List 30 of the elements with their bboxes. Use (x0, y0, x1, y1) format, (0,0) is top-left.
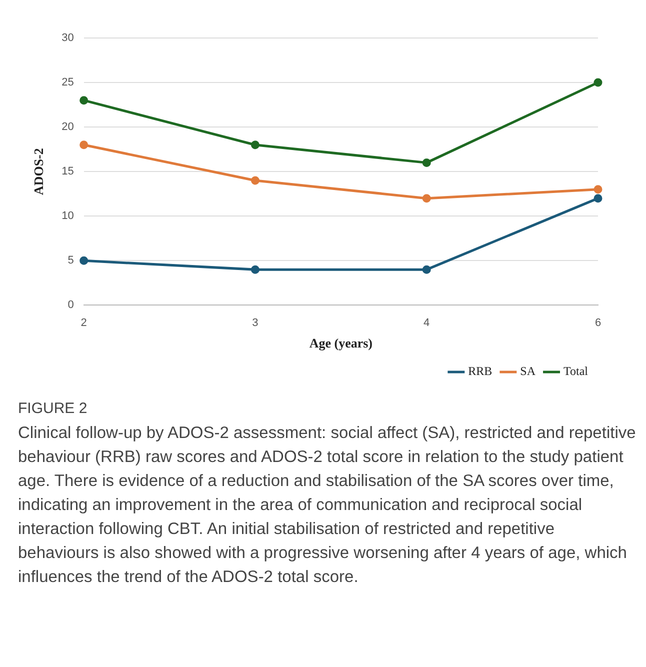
x-tick-label: 2 (80, 316, 87, 329)
point (422, 158, 431, 167)
point (594, 78, 602, 87)
y-axis-title: ADOS-2 (31, 148, 46, 196)
text: Clinical follow-up by ADOS-2 assessment: social affect (SA), restricted and repetitive behaviour (RRB) raw scores and ADOS-2 total score in relation to the study patient age. There is evidence of a reduction and stabilisation of the SA scores over time, indicating an improvement in the area of communication and reciprocal social interaction following CBT. An initial stabilisation of restricted and repetitive behaviours is also showed with a progressive worsening after 4 years of age, which influences the trend of the ADOS-2 total score. (18, 423, 637, 588)
legend-label: Total (564, 364, 589, 378)
point (250, 176, 260, 185)
point (422, 194, 431, 203)
point (594, 185, 602, 194)
y-tick-label: 20 (62, 121, 74, 134)
x-tick-label: 3 (252, 316, 258, 329)
point (80, 256, 88, 265)
legend-label: RRB (468, 364, 492, 378)
y-tick-label: 0 (68, 299, 74, 312)
y-tick-label: 10 (62, 210, 74, 222)
y-tick-label: 5 (68, 254, 74, 267)
x-tick-label: 6 (594, 316, 602, 329)
point (250, 265, 260, 274)
point (594, 194, 602, 203)
x-tick-label: 4 (424, 316, 430, 329)
point (80, 96, 88, 105)
x-axis-title: Age (years) (309, 336, 373, 351)
point (80, 140, 88, 150)
point (250, 140, 260, 150)
y-tick-label: 30 (62, 32, 74, 44)
y-tick-label: 25 (62, 76, 74, 89)
y-tick-label: 15 (62, 166, 74, 178)
legend-label: SA (520, 364, 536, 378)
point (422, 265, 431, 274)
caption: FIGURE 2 (18, 400, 88, 417)
